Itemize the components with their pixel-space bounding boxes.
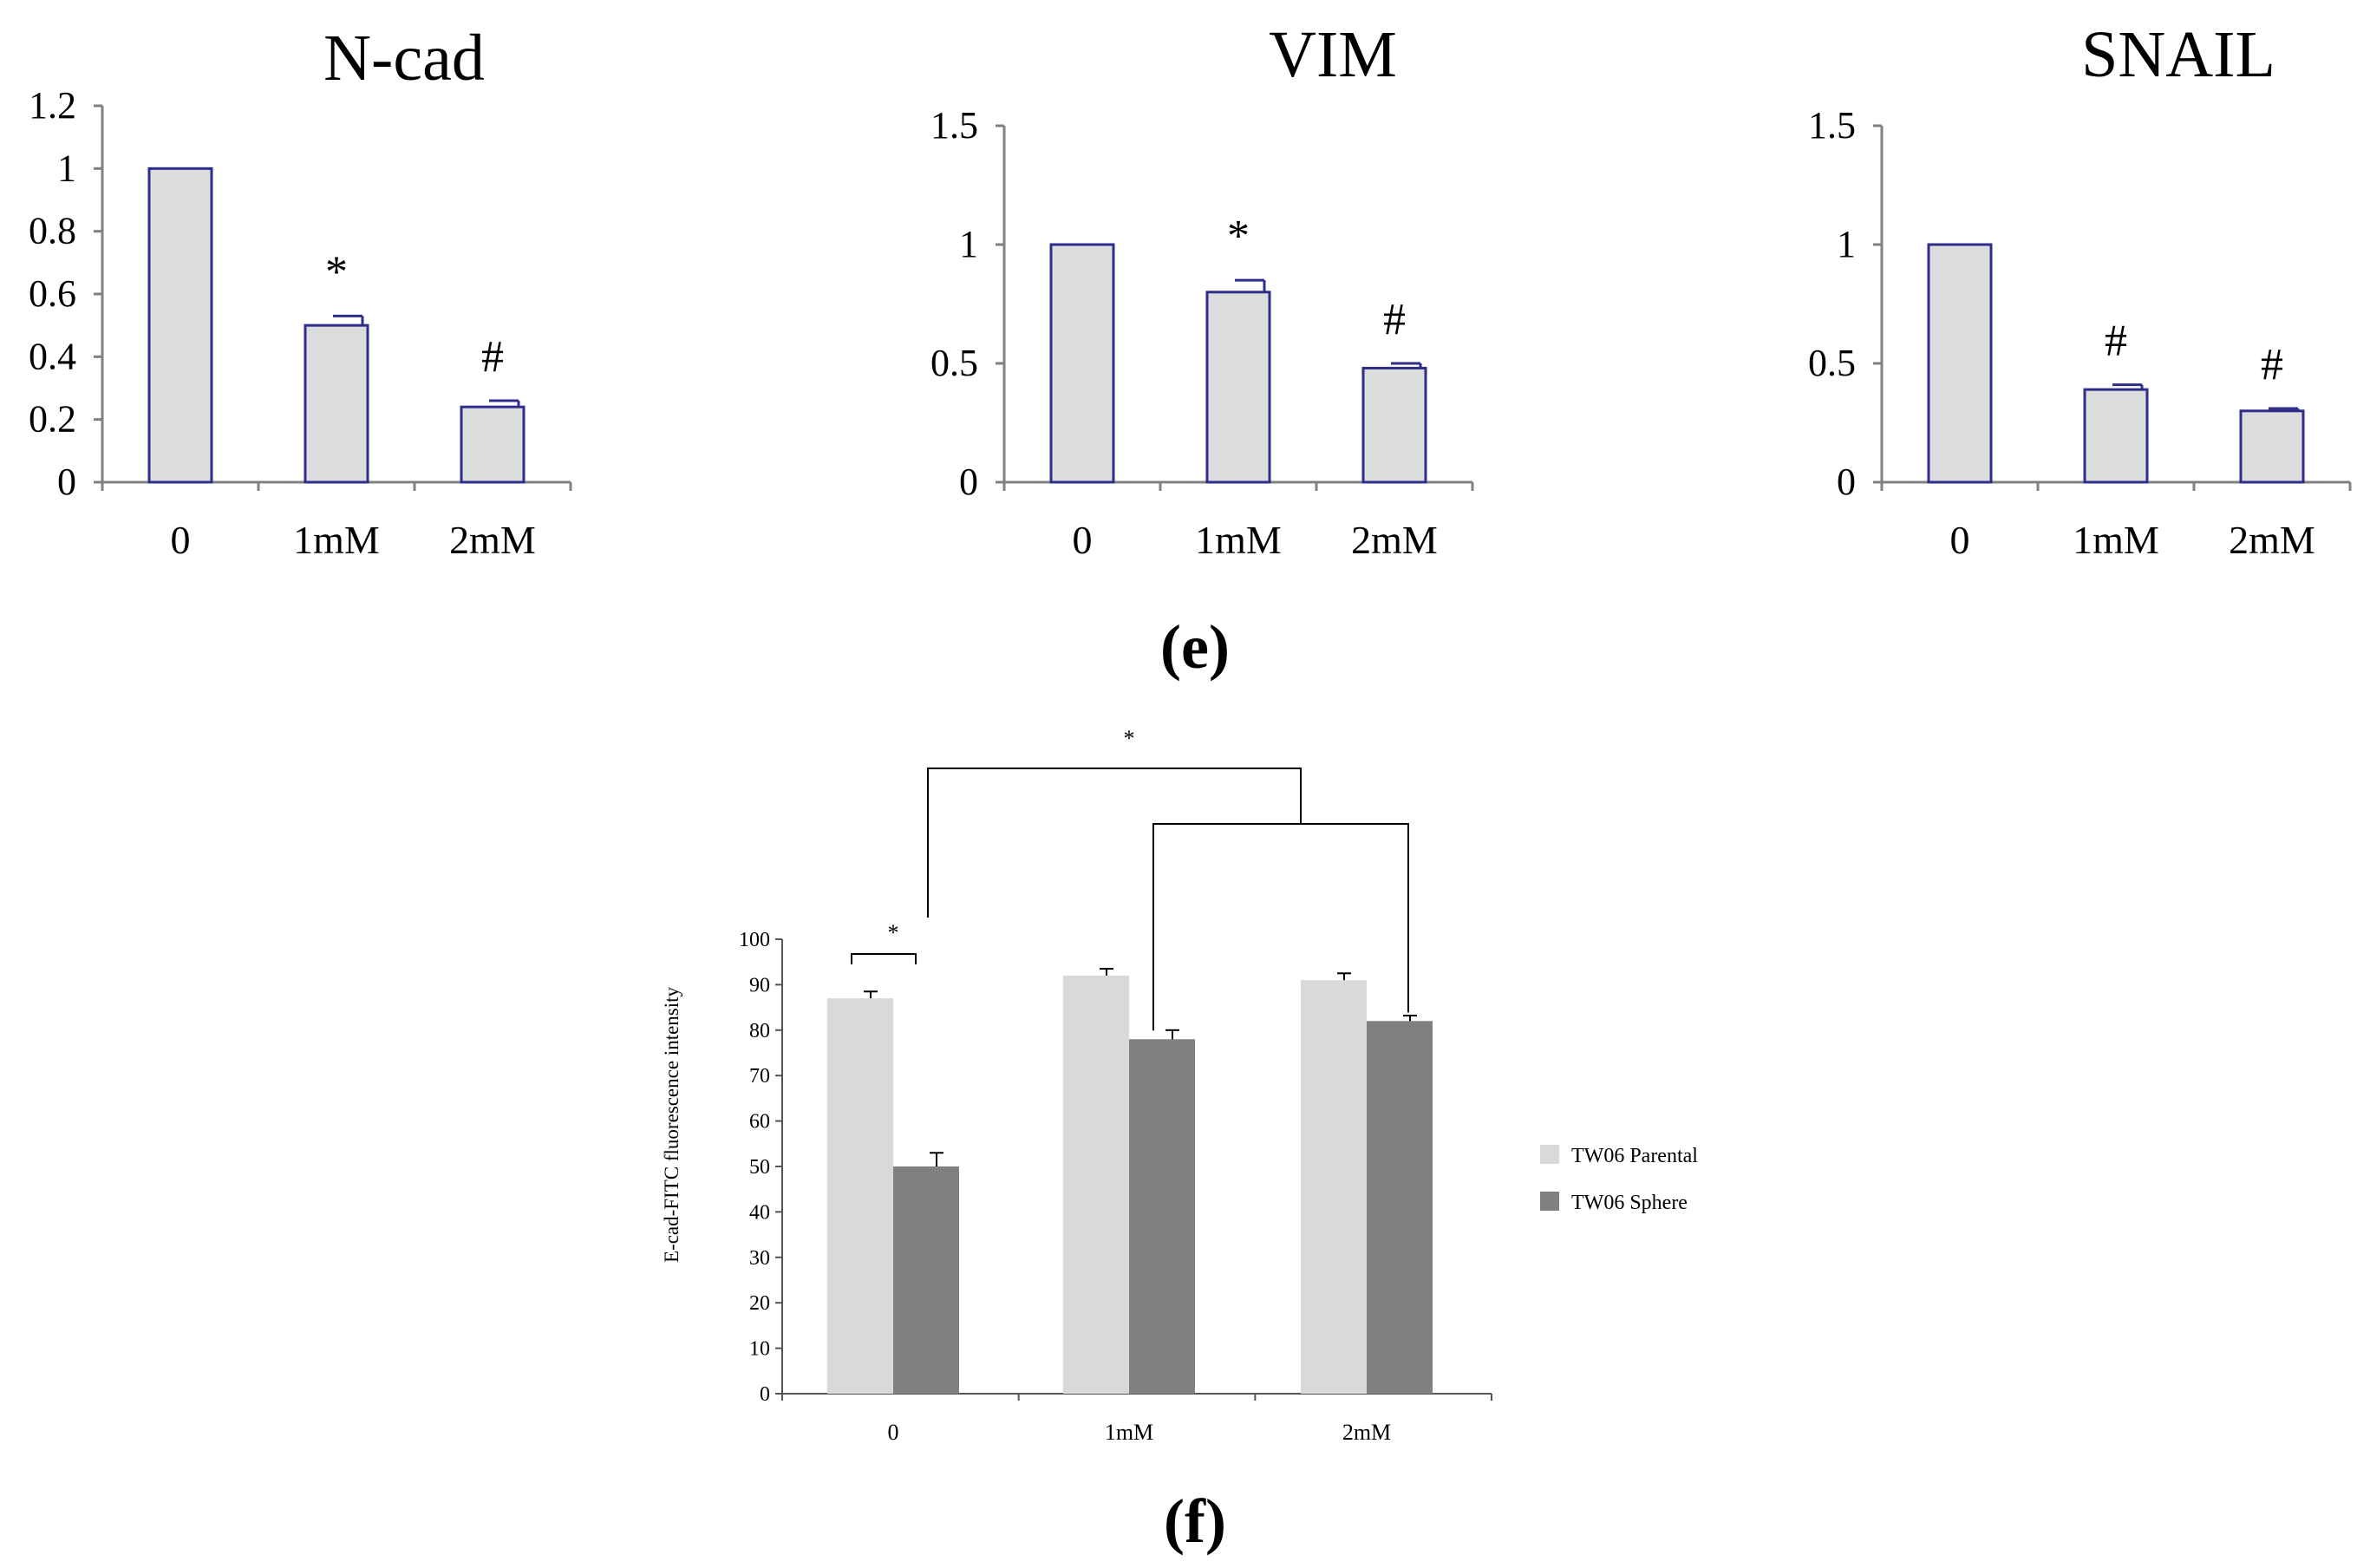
y-tick-label: 90 <box>749 974 770 996</box>
legend-swatch-sphere <box>1540 1192 1559 1211</box>
y-tick-label: 40 <box>749 1201 770 1224</box>
y-tick-label: 0.6 <box>29 272 76 315</box>
y-tick-label: 60 <box>749 1111 770 1134</box>
y-tick-label: 100 <box>739 929 770 951</box>
chart-title: VIM <box>1269 18 1397 91</box>
significance-marker: * <box>1227 212 1250 261</box>
x-tick-label: 0 <box>1950 518 1970 562</box>
significance-bracket-top <box>927 768 1302 918</box>
bar <box>1049 243 1115 484</box>
panel-label-f: (f) <box>1164 1486 1226 1556</box>
x-tick-label: 1mM <box>293 518 380 562</box>
significance-marker: # <box>481 332 504 382</box>
y-tick-label: 0 <box>1837 461 1856 503</box>
legend-label-parental: TW06 Parental <box>1571 1145 1698 1167</box>
y-tick-label: 0.5 <box>1808 342 1856 384</box>
bar <box>147 167 213 484</box>
bar-parental <box>1063 975 1129 1394</box>
chart-e-cad-fitc: E-cad-FITC fluorescence intensity 0 1mM … <box>661 726 1698 1445</box>
bar <box>2239 409 2305 484</box>
bar-parental <box>827 998 893 1394</box>
y-tick-label: 1.2 <box>29 84 76 127</box>
bar-sphere <box>1367 1021 1433 1394</box>
y-tick-label: 20 <box>749 1292 770 1315</box>
chart-snail: SNAIL 0 0.5 1 1.5 0 #1mM #2mM <box>1808 18 2352 562</box>
significance-marker: # <box>1383 295 1406 344</box>
y-tick-label: 80 <box>749 1020 770 1042</box>
x-tick-label: 0 <box>888 1420 899 1445</box>
chart-title: SNAIL <box>2081 18 2275 91</box>
y-tick-label: 0 <box>760 1383 770 1406</box>
y-tick-label: 50 <box>749 1156 770 1179</box>
panel-label-e: (e) <box>1160 612 1230 682</box>
y-tick-label: 0.2 <box>29 398 76 441</box>
bar-sphere <box>1129 1039 1195 1394</box>
x-tick-label: 2mM <box>449 518 536 562</box>
x-tick-label: 2mM <box>2229 518 2315 562</box>
x-tick-label: 0 <box>171 518 191 562</box>
y-tick-label: 10 <box>749 1338 770 1361</box>
y-tick-label: 1 <box>57 147 76 189</box>
significance-marker: # <box>2105 317 2127 366</box>
significance-bracket-group <box>1152 823 1409 1031</box>
legend: TW06 Parental TW06 Sphere <box>1540 1145 1698 1214</box>
significance-marker-pair: * <box>888 920 899 945</box>
x-tick-label: 1mM <box>2073 518 2159 562</box>
legend-label-sphere: TW06 Sphere <box>1571 1192 1688 1214</box>
bar <box>304 323 369 484</box>
significance-marker-top: * <box>1124 726 1135 751</box>
y-tick-label: 1.5 <box>930 104 978 147</box>
x-tick-label: 1mM <box>1105 1420 1153 1445</box>
y-tick-label: 70 <box>749 1065 770 1088</box>
y-tick-label: 1 <box>1837 223 1856 265</box>
y-tick-label: 0.5 <box>930 342 978 384</box>
y-tick-label: 0.8 <box>29 210 76 252</box>
y-tick-label: 0.4 <box>29 335 76 377</box>
y-axis-label: E-cad-FITC fluorescence intensity <box>661 986 682 1263</box>
significance-bracket-pair <box>851 953 917 964</box>
significance-marker: * <box>325 247 348 297</box>
y-tick-label: 1 <box>959 223 978 265</box>
x-tick-label: 2mM <box>1342 1420 1391 1445</box>
x-tick-label: 0 <box>1073 518 1093 562</box>
significance-marker: # <box>2261 340 2283 389</box>
y-tick-label: 30 <box>749 1247 770 1270</box>
y-tick-label: 1.5 <box>1808 104 1856 147</box>
bar <box>1361 366 1427 484</box>
bar-parental <box>1301 980 1367 1394</box>
chart-vim: VIM 0 0.5 1 1.5 0 * 1mM #2mM <box>930 18 1474 562</box>
x-tick-label: 1mM <box>1195 518 1282 562</box>
y-tick-label: 0 <box>57 461 76 503</box>
chart-n-cad: N-cad 0 0.2 0.4 0.6 0.8 1 1.2 0 * 1mM #2mM <box>29 22 572 562</box>
bar <box>1927 243 1993 484</box>
y-tick-label: 0 <box>959 461 978 503</box>
chart-title: N-cad <box>323 22 485 95</box>
bar <box>460 405 526 484</box>
bar <box>1205 291 1271 484</box>
bar-sphere <box>893 1166 959 1394</box>
bar <box>2083 388 2149 484</box>
legend-swatch-parental <box>1540 1145 1559 1164</box>
x-tick-label: 2mM <box>1351 518 1438 562</box>
